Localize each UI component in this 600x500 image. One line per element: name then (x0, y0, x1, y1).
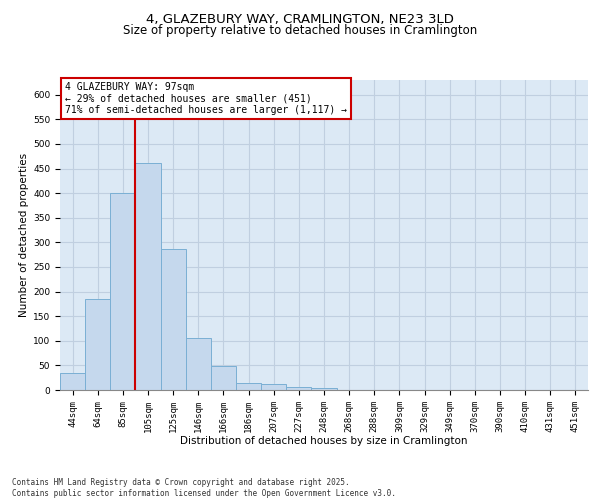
X-axis label: Distribution of detached houses by size in Cramlington: Distribution of detached houses by size … (180, 436, 468, 446)
Bar (261, 384, 286, 390)
Text: Size of property relative to detached houses in Cramlington: Size of property relative to detached ho… (123, 24, 477, 37)
Bar (236, 382, 261, 390)
Text: Contains HM Land Registry data © Crown copyright and database right 2025.
Contai: Contains HM Land Registry data © Crown c… (12, 478, 396, 498)
Bar (161, 249, 186, 390)
Bar (85, 299, 110, 390)
Bar (186, 338, 211, 390)
Bar (286, 386, 311, 390)
Y-axis label: Number of detached properties: Number of detached properties (19, 153, 29, 317)
Bar (60, 373, 85, 390)
Bar (211, 366, 236, 390)
Text: 4, GLAZEBURY WAY, CRAMLINGTON, NE23 3LD: 4, GLAZEBURY WAY, CRAMLINGTON, NE23 3LD (146, 12, 454, 26)
Bar (110, 193, 136, 390)
Bar (311, 388, 337, 390)
Bar (136, 162, 161, 390)
Text: 4 GLAZEBURY WAY: 97sqm
← 29% of detached houses are smaller (451)
71% of semi-de: 4 GLAZEBURY WAY: 97sqm ← 29% of detached… (65, 82, 347, 115)
